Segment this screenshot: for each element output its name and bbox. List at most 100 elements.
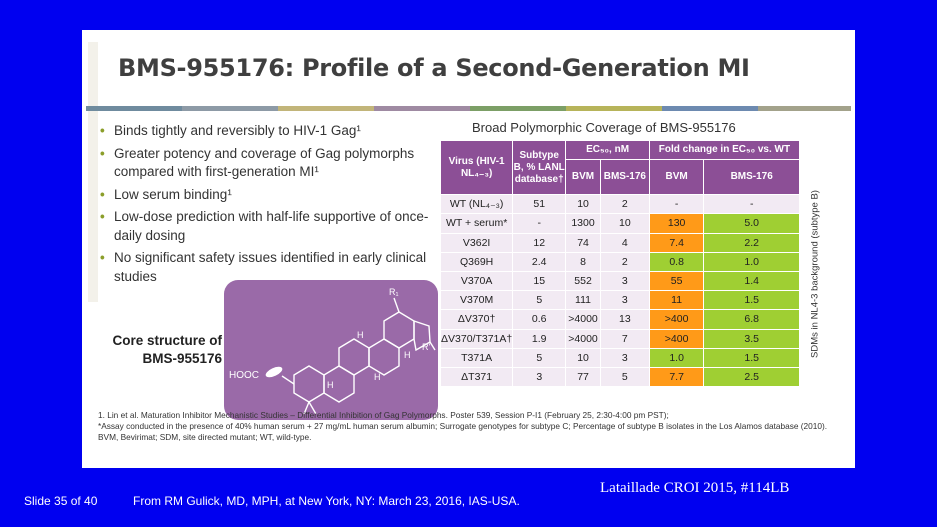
- cell-virus: T371A: [439, 347, 514, 368]
- cell-ec50-bvm: 10: [565, 347, 601, 368]
- bullet-item: Greater potency and coverage of Gag poly…: [98, 145, 438, 182]
- header-fold-change: Fold change in EC₅₀ vs. WT: [648, 139, 801, 161]
- table-title: Broad Polymorphic Coverage of BMS-955176: [472, 120, 736, 135]
- table-row: ΔT371 3 77 5 7.7 2.5: [439, 366, 800, 388]
- header-bvm: BVM: [565, 159, 601, 196]
- cell-subtype: 3: [512, 366, 567, 388]
- cell-ec50-bms: 2: [599, 251, 650, 272]
- title-band-segment: [182, 106, 278, 111]
- cell-fold-bvm: >400: [648, 328, 705, 349]
- cell-fold-bvm: 7.4: [648, 232, 705, 253]
- footnotes: 1. Lin et al. Maturation Inhibitor Mecha…: [98, 410, 838, 443]
- title-band-segment: [758, 106, 851, 111]
- cell-fold-bms: 1.5: [703, 347, 800, 368]
- cell-fold-bms: 1.0: [703, 251, 800, 272]
- bullet-item: Binds tightly and reversibly to HIV-1 Ga…: [98, 122, 438, 141]
- header-subtype: Subtype B, % LANL database†: [512, 139, 567, 196]
- cell-virus: ΔV370/T371A†: [439, 328, 514, 349]
- side-label-text: SDMs in NL4-3 background (subtype B): [809, 190, 821, 358]
- cell-ec50-bvm: 8: [565, 251, 601, 272]
- cell-ec50-bms: 2: [599, 194, 650, 215]
- cell-subtype: 2.4: [512, 251, 567, 272]
- cell-subtype: -: [512, 213, 567, 234]
- slide-image: BMS-955176: Profile of a Second-Generati…: [82, 30, 855, 468]
- chemical-structure-drawing: HOOC R₁ R' H H H H: [229, 287, 436, 415]
- cell-fold-bvm: 1.0: [648, 347, 705, 368]
- title-band-segment: [470, 106, 566, 111]
- slide-number: Slide 35 of 40: [24, 494, 98, 508]
- cell-fold-bms: 1.4: [703, 270, 800, 292]
- footnote-reference: 1. Lin et al. Maturation Inhibitor Mecha…: [98, 410, 669, 420]
- table-row: T371A 5 10 3 1.0 1.5: [439, 347, 800, 368]
- chemical-structure-panel: HOOC R₁ R' H H H H: [224, 280, 438, 420]
- cell-subtype: 12: [512, 232, 567, 253]
- h-label: H: [374, 372, 381, 382]
- cell-ec50-bms: 3: [599, 270, 650, 292]
- cell-fold-bms: -: [703, 194, 800, 215]
- cell-virus: WT (NL₄₋₃): [439, 194, 514, 215]
- bullet-list: Binds tightly and reversibly to HIV-1 Ga…: [98, 122, 438, 290]
- cell-fold-bvm: >400: [648, 309, 705, 330]
- cell-ec50-bms: 5: [599, 366, 650, 388]
- cell-fold-bms: 1.5: [703, 290, 800, 311]
- cell-ec50-bvm: 1300: [565, 213, 601, 234]
- table-row: Q369H 2.4 8 2 0.8 1.0: [439, 251, 800, 272]
- title-band-segment: [662, 106, 758, 111]
- cell-fold-bvm: 0.8: [648, 251, 705, 272]
- table-row: V370A 15 552 3 55 1.4: [439, 270, 800, 292]
- source-citation: Lataillade CROI 2015, #114LB: [600, 480, 790, 496]
- header-virus: Virus (HIV-1 NL₄₋₃): [439, 139, 514, 196]
- title-band-segment: [278, 106, 374, 111]
- h-label: H: [327, 380, 334, 390]
- title-band-segment: [374, 106, 470, 111]
- bullet-item: No significant safety issues identified …: [98, 249, 438, 286]
- cell-virus: ΔT371: [439, 366, 514, 388]
- cell-ec50-bms: 13: [599, 309, 650, 330]
- cell-ec50-bvm: 552: [565, 270, 601, 292]
- cell-fold-bms: 5.0: [703, 213, 800, 234]
- r1-label: R₁: [389, 287, 399, 297]
- cell-virus: V370M: [439, 290, 514, 311]
- slide-title: BMS-955176: Profile of a Second-Generati…: [118, 54, 750, 82]
- header-ec50: EC₅₀, nM: [565, 139, 650, 161]
- cell-ec50-bms: 4: [599, 232, 650, 253]
- cell-fold-bvm: 130: [648, 213, 705, 234]
- table-side-label: SDMs in NL4-3 background (subtype B): [804, 138, 826, 410]
- cell-subtype: 5: [512, 347, 567, 368]
- bullet-item: Low serum binding¹: [98, 186, 438, 205]
- cell-ec50-bvm: 74: [565, 232, 601, 253]
- title-band-segment: [566, 106, 662, 111]
- left-accent-bar: [88, 42, 98, 302]
- cell-virus: V370A: [439, 270, 514, 292]
- cell-subtype: 1.9: [512, 328, 567, 349]
- h-label: H: [404, 350, 411, 360]
- cell-subtype: 15: [512, 270, 567, 292]
- r-prime-label: R': [422, 342, 430, 352]
- cell-fold-bvm: 7.7: [648, 366, 705, 388]
- cell-ec50-bvm: 111: [565, 290, 601, 311]
- cell-fold-bms: 2.2: [703, 232, 800, 253]
- cell-fold-bms: 6.8: [703, 309, 800, 330]
- title-band-segment: [86, 106, 182, 111]
- cell-virus: WT + serum*: [439, 213, 514, 234]
- table-row: V362I 12 74 4 7.4 2.2: [439, 232, 800, 253]
- cell-ec50-bms: 7: [599, 328, 650, 349]
- table-row: V370M 5 111 3 11 1.5: [439, 290, 800, 311]
- cell-ec50-bvm: >4000: [565, 328, 601, 349]
- cell-fold-bvm: 11: [648, 290, 705, 311]
- cell-ec50-bvm: >4000: [565, 309, 601, 330]
- h-label: H: [357, 330, 364, 340]
- header-bms-176: BMS-176: [599, 159, 650, 196]
- footnote-assay: *Assay conducted in the presence of 40% …: [98, 421, 828, 442]
- cell-subtype: 51: [512, 194, 567, 215]
- cell-virus: Q369H: [439, 251, 514, 272]
- table-row: ΔV370/T371A† 1.9 >4000 7 >400 3.5: [439, 328, 800, 349]
- cell-subtype: 5: [512, 290, 567, 311]
- cell-virus: ΔV370†: [439, 309, 514, 330]
- table-row: ΔV370† 0.6 >4000 13 >400 6.8: [439, 309, 800, 330]
- cell-fold-bms: 3.5: [703, 328, 800, 349]
- header-bvm-fold: BVM: [648, 159, 705, 196]
- cell-fold-bvm: 55: [648, 270, 705, 292]
- table-row: WT (NL₄₋₃) 51 10 2 - -: [439, 194, 800, 215]
- presenter-credit: From RM Gulick, MD, MPH, at New York, NY…: [133, 494, 520, 508]
